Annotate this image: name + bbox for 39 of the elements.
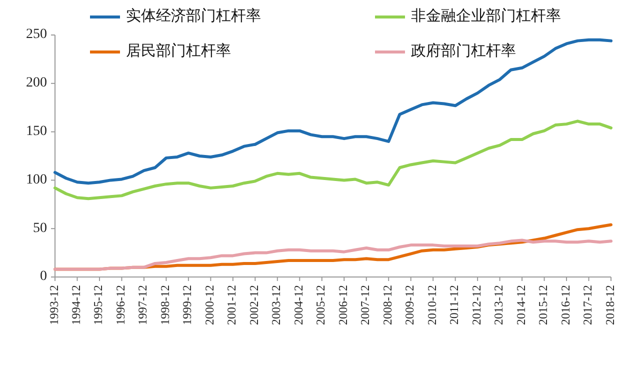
x-tick-label: 2010-12 [424, 285, 439, 325]
y-tick-label: 200 [26, 76, 47, 91]
legend-label: 居民部门杠杆率 [126, 42, 231, 60]
y-tick-label: 250 [26, 27, 47, 42]
y-tick-label: 150 [26, 124, 47, 140]
x-tick-label: 2012-12 [469, 285, 484, 325]
x-tick-label: 1998-12 [158, 285, 172, 325]
x-tick-label: 2014-12 [514, 285, 528, 325]
x-tick-label: 1995-12 [91, 285, 106, 325]
y-tick-label: 0 [40, 269, 47, 284]
x-tick-label: 2005-12 [314, 285, 328, 325]
x-tick-label: 1993-12 [46, 285, 61, 325]
x-tick-label: 2007-12 [358, 285, 372, 325]
legend-label: 实体经济部门杠杆率 [126, 7, 261, 24]
line-series [54, 238, 612, 271]
x-tick-label: 2015-12 [536, 285, 550, 325]
x-tick-label: 2017-12 [580, 285, 595, 325]
x-tick-label: 2003-12 [269, 285, 284, 325]
x-tick-label: 2001-12 [224, 285, 239, 325]
line-series [54, 120, 612, 200]
x-tick-label: 1999-12 [180, 285, 194, 325]
x-tick-label: 2004-12 [291, 285, 306, 325]
legend-label: 非金融企业部门杠杆率 [411, 7, 561, 24]
x-tick-label: 1996-12 [113, 285, 128, 325]
y-tick-label: 100 [26, 172, 47, 188]
x-tick-label: 2000-12 [202, 285, 216, 325]
legend-label: 政府部门杠杆率 [411, 42, 516, 60]
line-series [54, 38, 612, 185]
x-tick-label: 2006-12 [336, 285, 350, 325]
x-tick-label: 2018-12 [602, 285, 617, 325]
x-tick-label: 2011-12 [447, 285, 462, 325]
x-tick-label: 2008-12 [380, 285, 394, 325]
x-tick-label: 2016-12 [558, 285, 572, 325]
x-tick-label: 2013-12 [492, 285, 506, 325]
x-tick-label: 2009-12 [402, 285, 417, 325]
x-tick-label: 1997-12 [136, 285, 150, 325]
x-tick-label: 2002-12 [246, 285, 261, 325]
x-tick-label: 1994-12 [68, 285, 83, 325]
y-tick-label: 50 [33, 220, 47, 236]
